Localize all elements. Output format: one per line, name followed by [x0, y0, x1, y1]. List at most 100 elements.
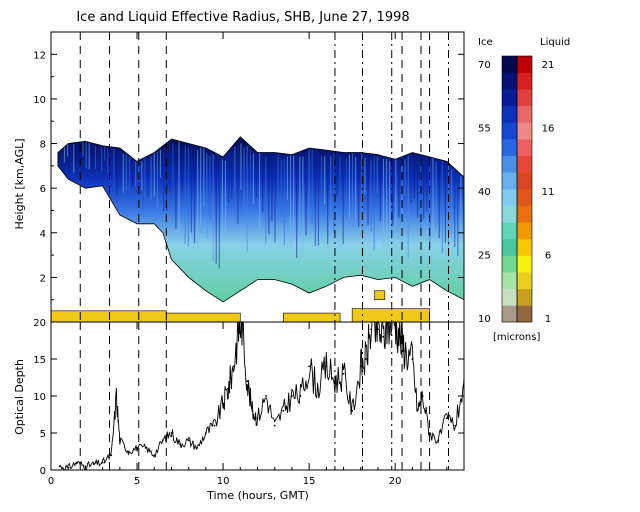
colorbar-liquid-tick: 16	[542, 124, 555, 135]
optical-depth-point	[256, 417, 259, 420]
optical-depth-point	[222, 402, 224, 405]
optical-depth-point	[421, 395, 424, 397]
colorbar-swatch	[517, 305, 532, 323]
optical-depth-point	[58, 465, 61, 468]
colorbar-liquid-label: Liquid	[540, 37, 570, 48]
colorbar-swatch	[517, 238, 532, 256]
y-tick-label: 5	[40, 429, 46, 440]
optical-depth-plot: 0 5 10 15 20 0 5 10 15 20	[33, 32, 465, 487]
optical-depth-point	[179, 443, 181, 445]
x-tick-label: 20	[389, 476, 402, 487]
optical-depth-point	[110, 454, 113, 457]
optical-depth-point	[454, 424, 457, 427]
colorbar-swatch	[517, 288, 532, 306]
liquid-layer	[51, 310, 167, 322]
optical-depth-point	[382, 335, 385, 338]
colorbar-liquid-tick: 11	[542, 187, 555, 198]
optical-depth-point	[237, 328, 240, 331]
colorbar-swatch	[517, 155, 532, 173]
optical-depth-point	[153, 454, 156, 457]
optical-depth-point	[187, 439, 190, 442]
cloud-outline	[57, 136, 464, 303]
colorbar: Ice Liquid 70 55 40 25 10 21 16 11 6 1 [microns]	[478, 37, 570, 343]
colorbar-swatch	[502, 172, 517, 190]
x-tick-label: 5	[134, 476, 140, 487]
colorbar-ice-tick: 70	[478, 60, 491, 71]
optical-depth-point	[227, 387, 230, 390]
colorbar-liquid-tick: 1	[545, 314, 551, 325]
y-tick-label: 2	[40, 273, 46, 284]
colorbar-swatch	[502, 305, 517, 323]
colorbar-swatch	[502, 122, 517, 140]
liquid-layer	[165, 312, 241, 322]
colorbar-swatch	[517, 72, 532, 90]
time-markers-top	[79, 32, 450, 322]
colorbar-swatch	[502, 56, 517, 73]
optical-depth-point	[428, 432, 431, 434]
y-tick-label: 10	[33, 392, 46, 403]
optical-depth-point	[370, 328, 372, 331]
optical-depth-point	[399, 335, 402, 338]
colorbar-swatch	[517, 189, 532, 206]
colorbar-ice-tick: 40	[478, 187, 491, 198]
colorbar-swatch	[502, 205, 517, 223]
colorbar-swatch	[502, 72, 517, 90]
optical-depth-point	[204, 432, 207, 434]
optical-depth-point	[377, 328, 379, 331]
optical-depth-point	[365, 358, 367, 360]
y-tick-label: 20	[33, 318, 46, 329]
optical-depth-point	[359, 365, 362, 368]
optical-depth-point	[437, 439, 440, 442]
optical-depth-point	[115, 395, 118, 397]
cloud-region	[57, 136, 464, 302]
colorbar-swatch	[502, 288, 517, 306]
optical-depth-point	[101, 461, 104, 464]
y-axis-label-height: Height [km,AGL]	[13, 138, 26, 229]
x-tick-label: 0	[48, 476, 54, 487]
ice-cloud-field	[57, 136, 464, 303]
colorbar-swatch	[517, 272, 532, 290]
colorbar-ice-label: Ice	[478, 37, 493, 48]
y-tick-label: 10	[33, 95, 46, 106]
colorbar-swatch	[502, 155, 517, 173]
optical-depth-point	[170, 432, 173, 434]
optical-depth-point	[136, 446, 138, 449]
optical-depth-point	[316, 387, 319, 390]
colorbar-swatch	[502, 105, 517, 123]
colorbar-swatch	[517, 222, 532, 240]
colorbar-ice-strip	[502, 56, 517, 323]
colorbar-swatch	[517, 105, 532, 123]
colorbar-ice-tick: 25	[478, 251, 491, 262]
optical-depth-point	[196, 446, 199, 449]
liquid-layers	[51, 290, 430, 322]
colorbar-swatch	[502, 222, 517, 240]
top-y-ticks: 2 4 6 8 10 12	[33, 50, 464, 301]
effective-radius-plot: 2 4 6 8 10 12	[33, 31, 465, 323]
optical-depth-point	[213, 424, 216, 427]
colorbar-liquid-tick: 6	[545, 251, 551, 262]
y-tick-label: 6	[40, 184, 46, 195]
x-axis-label: Time (hours, GMT)	[206, 489, 309, 502]
x-tick-label: 10	[217, 476, 230, 487]
colorbar-swatch	[502, 272, 517, 290]
colorbar-units: [microns]	[493, 332, 540, 343]
optical-depth-point	[351, 409, 354, 412]
colorbar-swatch	[502, 89, 517, 107]
optical-depth-point	[118, 439, 121, 442]
y-tick-label: 15	[33, 355, 46, 366]
optical-depth-point	[161, 439, 164, 442]
colorbar-swatch	[517, 56, 532, 73]
time-markers-bottom	[79, 322, 450, 470]
liquid-layer	[351, 308, 430, 322]
optical-depth-point	[273, 424, 276, 427]
bottom-y-ticks: 0 5 10 15 20	[33, 318, 464, 477]
optical-depth-point	[75, 461, 78, 464]
colorbar-liquid-frame	[516, 55, 533, 323]
colorbar-swatch	[517, 205, 532, 223]
liquid-layer	[283, 312, 341, 322]
colorbar-liquid-tick: 21	[542, 60, 555, 71]
colorbar-swatch	[517, 172, 532, 190]
optical-depth-point	[416, 409, 419, 412]
optical-depth-point	[411, 358, 414, 360]
